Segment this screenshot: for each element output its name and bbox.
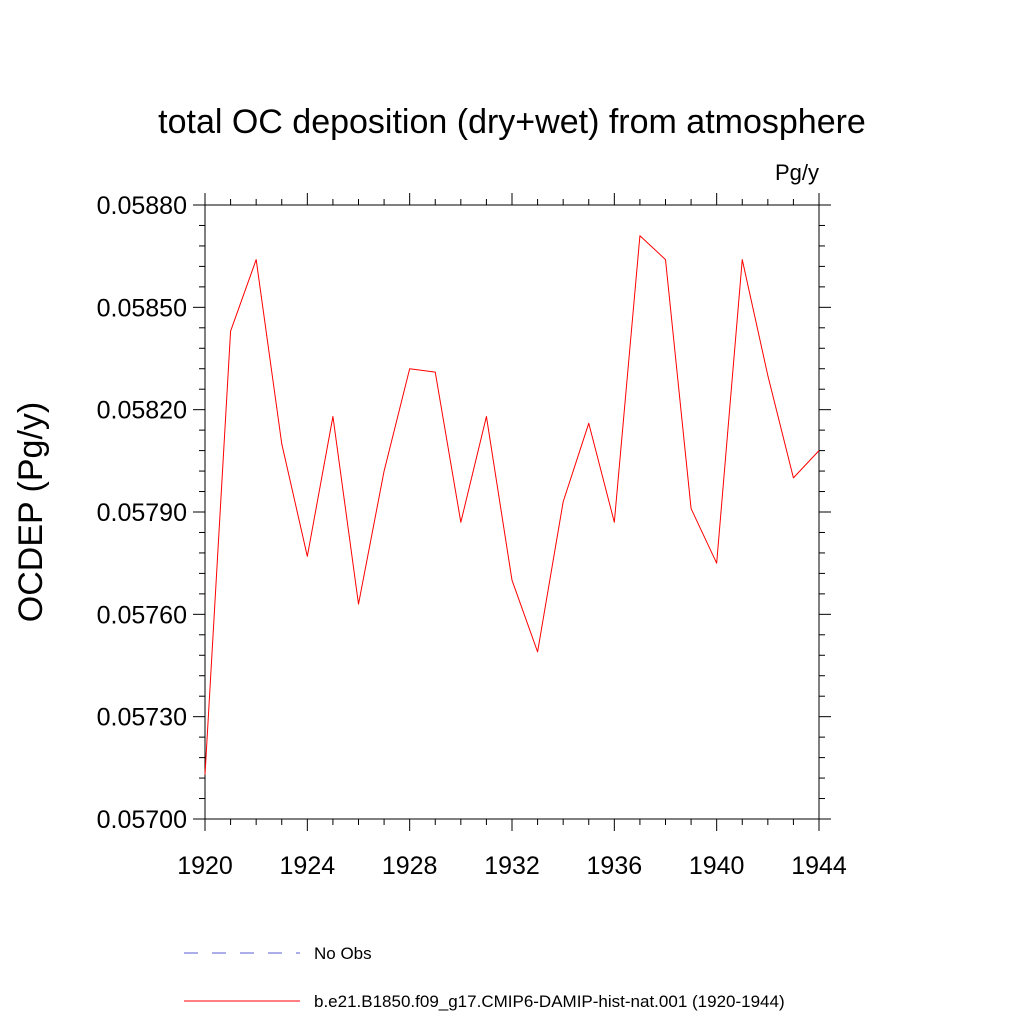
- y-tick-label: 0.05880: [97, 192, 187, 220]
- units-label: Pg/y: [775, 160, 819, 185]
- x-tick-label: 1924: [280, 852, 336, 880]
- y-tick-label: 0.05760: [97, 601, 187, 629]
- legend-label: No Obs: [314, 944, 372, 963]
- x-minor-ticks: [230, 199, 794, 825]
- legend: No Obs b.e21.B1850.f09_g17.CMIP6-DAMIP-hi…: [184, 944, 785, 1011]
- y-tick-label: 0.05700: [97, 806, 187, 834]
- y-tick-label: 0.05850: [97, 294, 187, 322]
- y-tick-label: 0.05820: [97, 397, 187, 425]
- x-axis: 1920 1924 1928 1932 1936 1940 1944: [177, 193, 847, 880]
- series-line: [204, 235, 820, 775]
- y-tick-label: 0.05730: [97, 704, 187, 732]
- chart-title: total OC deposition (dry+wet) from atmos…: [158, 103, 866, 141]
- legend-label: b.e21.B1850.f09_g17.CMIP6-DAMIP-hist-nat…: [314, 992, 785, 1011]
- x-tick-label: 1932: [484, 852, 540, 880]
- x-tick-label: 1928: [382, 852, 438, 880]
- x-tick-label: 1920: [177, 852, 233, 880]
- x-tick-label: 1940: [689, 852, 745, 880]
- y-axis-label: OCDEP (Pg/y): [12, 402, 50, 622]
- x-tick-label: 1936: [587, 852, 643, 880]
- x-tick-label: 1944: [791, 852, 847, 880]
- y-axis: 0.05700 0.05730 0.05760 0.05790 0.05820 0.058…: [97, 192, 831, 834]
- y-minor-ticks: [199, 224, 825, 800]
- y-tick-label: 0.05790: [97, 499, 187, 527]
- series-layer: [204, 235, 820, 775]
